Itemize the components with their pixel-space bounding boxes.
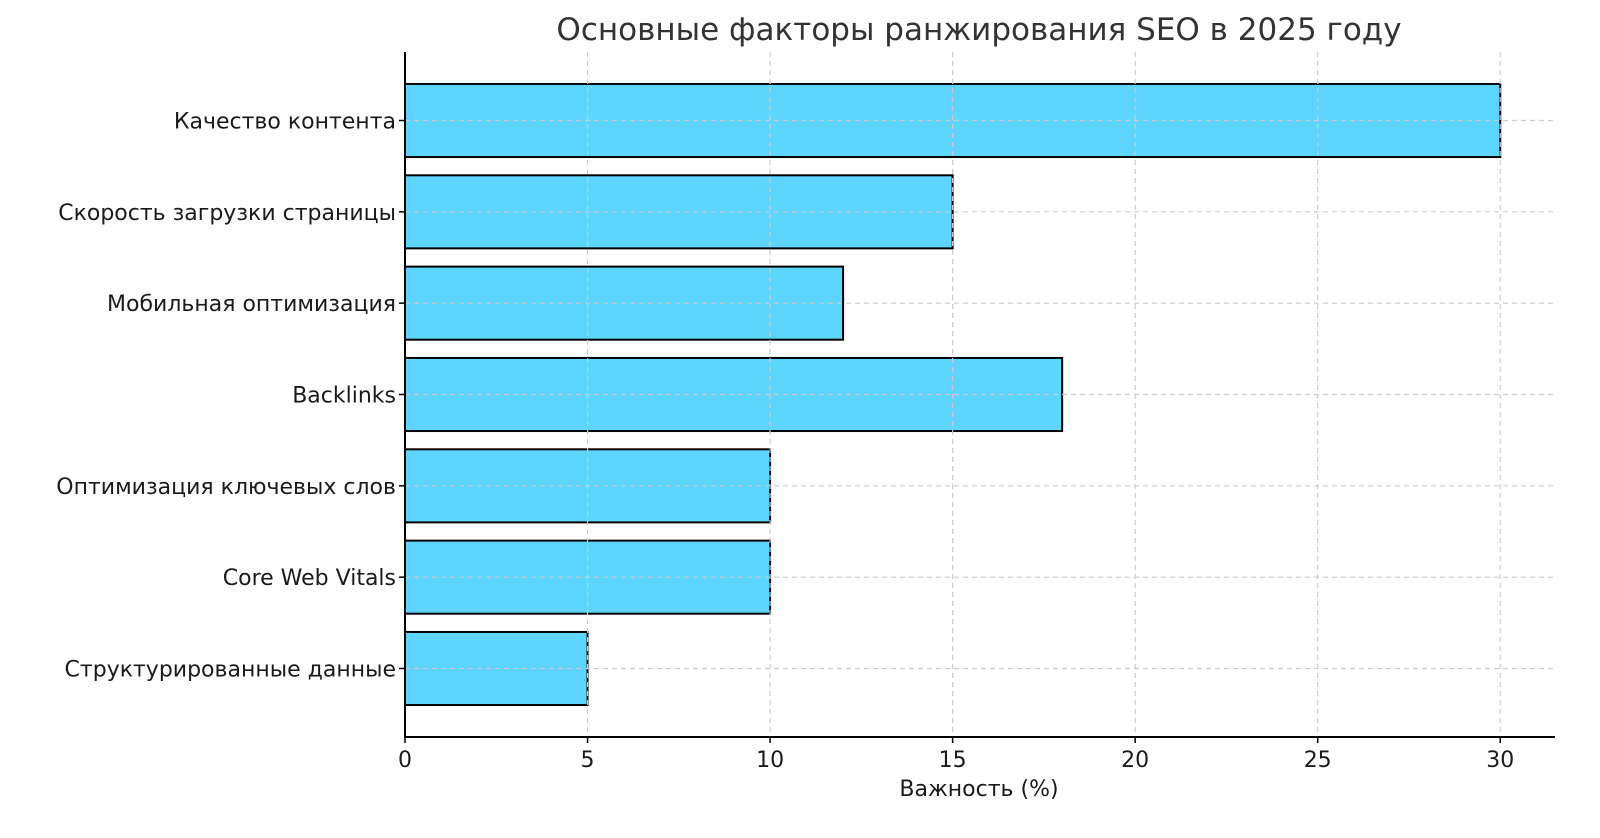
x-tick-label: 25	[1304, 748, 1332, 773]
x-tick-label: 20	[1121, 748, 1149, 773]
x-tick-label: 10	[756, 748, 784, 773]
x-tick-label: 5	[581, 748, 595, 773]
x-axis-label: Важность (%)	[899, 777, 1058, 802]
y-tick-label: Backlinks	[292, 384, 396, 409]
y-tick-label: Оптимизация ключевых слов	[56, 475, 396, 500]
y-tick-label: Core Web Vitals	[223, 566, 396, 591]
x-tick-label: 30	[1486, 748, 1514, 773]
y-tick-label: Мобильная оптимизация	[107, 292, 396, 317]
y-tick-label: Скорость загрузки страницы	[58, 201, 396, 226]
x-tick-label: 15	[939, 748, 967, 773]
y-tick-labels: Качество контента Скорость загрузки стран…	[56, 110, 405, 683]
y-tick-label: Структурированные данные	[65, 658, 396, 683]
x-ticks: 0 5 10 15 20 25 30	[398, 737, 1514, 773]
y-tick-label: Качество контента	[174, 110, 396, 135]
chart-title: Основные факторы ранжирования SEO в 2025…	[556, 12, 1401, 48]
grid-overlay	[404, 52, 1555, 737]
x-tick-label: 0	[398, 748, 412, 773]
